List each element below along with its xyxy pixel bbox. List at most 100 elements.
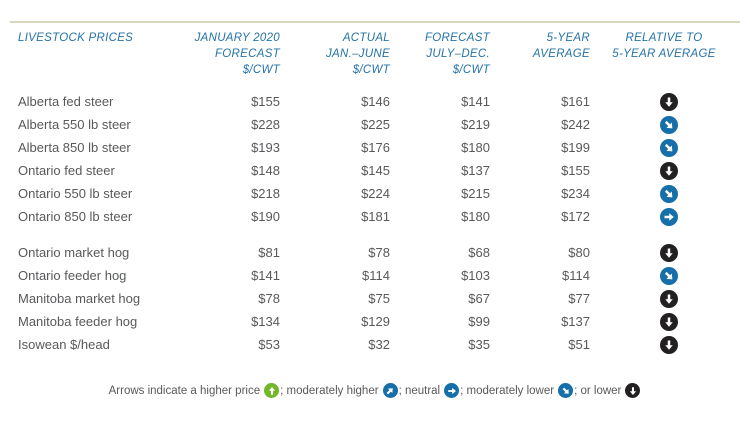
actual-value: $225 [361, 117, 390, 132]
row-label: Manitoba feeder hog [18, 314, 138, 329]
row-label: Isowean $/head [18, 337, 110, 352]
avg-value: $234 [561, 186, 590, 201]
row-label: Alberta 550 lb steer [18, 117, 131, 132]
trend-arrow-icon [660, 243, 678, 262]
header-line: RELATIVE TO [625, 32, 703, 44]
jan-forecast-value: $228 [251, 117, 280, 132]
jan-forecast-value: $81 [258, 245, 280, 260]
header-line: $/CWT [452, 64, 490, 76]
forecast-value: $68 [468, 245, 490, 260]
column-header-forecast-july-dec: FORECAST JULY–DEC. $/CWT [390, 30, 490, 90]
trend-arrow-icon [660, 138, 678, 157]
jan-forecast-value: $190 [251, 209, 280, 224]
avg-value: $80 [568, 245, 590, 260]
forecast-value: $103 [461, 268, 490, 283]
trend-arrow-icon [660, 115, 678, 134]
avg-value: $77 [568, 291, 590, 306]
avg-value: $242 [561, 117, 590, 132]
jan-forecast-value: $134 [251, 314, 280, 329]
row-label: Ontario market hog [18, 245, 130, 260]
header-line: 5-YEAR AVERAGE [612, 48, 716, 60]
legend-text: Arrows indicate a higher price [108, 384, 261, 397]
column-header-livestock-prices: LIVESTOCK PRICES [18, 30, 158, 90]
avg-value: $137 [561, 314, 590, 329]
header-line: LIVESTOCK PRICES [18, 32, 134, 44]
moderately-lower-arrow-icon [558, 383, 574, 398]
header-line: ACTUAL [342, 32, 390, 44]
jan-forecast-value: $155 [251, 94, 280, 109]
header-line: JAN.–JUNE [325, 48, 390, 60]
legend-text: ; neutral [398, 384, 441, 397]
row-label: Ontario fed steer [18, 163, 115, 178]
livestock-prices-table: LIVESTOCK PRICES JANUARY 2020 FORECAST $… [18, 30, 738, 356]
table-row: Ontario fed steer $148 $145 $137 $155 [18, 159, 738, 182]
jan-forecast-value: $78 [258, 291, 280, 306]
actual-value: $129 [361, 314, 390, 329]
actual-value: $32 [368, 337, 390, 352]
forecast-value: $141 [461, 94, 490, 109]
jan-forecast-value: $141 [251, 268, 280, 283]
header-line: AVERAGE [532, 48, 590, 60]
legend-text: ; moderately lower [460, 384, 555, 397]
forecast-value: $215 [461, 186, 490, 201]
neutral-arrow-icon [444, 383, 460, 398]
legend-text: ; moderately higher [280, 384, 379, 397]
legend-text: ; or lower [574, 384, 622, 397]
table-header-row: LIVESTOCK PRICES JANUARY 2020 FORECAST $… [18, 30, 738, 90]
header-line: FORECAST [424, 32, 490, 44]
actual-value: $181 [361, 209, 390, 224]
row-label: Ontario 850 lb steer [18, 209, 133, 224]
forecast-value: $35 [468, 337, 490, 352]
actual-value: $75 [368, 291, 390, 306]
column-header-relative-to-5-year-average: RELATIVE TO 5-YEAR AVERAGE [590, 30, 738, 90]
group-spacer [18, 228, 738, 241]
header-line: $/CWT [242, 64, 280, 76]
forecast-value: $180 [461, 209, 490, 224]
forecast-value: $137 [461, 163, 490, 178]
table-row: Ontario market hog $81 $78 $68 $80 [18, 241, 738, 264]
table-row: Manitoba market hog $78 $75 $67 $77 [18, 287, 738, 310]
trend-arrow-icon [660, 92, 678, 111]
trend-arrow-icon [660, 161, 678, 180]
row-label: Ontario feeder hog [18, 268, 127, 283]
jan-forecast-value: $53 [258, 337, 280, 352]
lower-arrow-icon [625, 383, 641, 398]
header-line: JANUARY 2020 [194, 32, 280, 44]
avg-value: $114 [562, 268, 590, 283]
forecast-value: $219 [461, 117, 490, 132]
row-label: Manitoba market hog [18, 291, 141, 306]
avg-value: $199 [561, 140, 590, 155]
header-line: $/CWT [352, 64, 390, 76]
trend-arrow-icon [660, 266, 678, 285]
actual-value: $78 [368, 245, 390, 260]
arrow-legend: Arrows indicate a higher price ; moderate… [0, 383, 750, 398]
actual-value: $145 [361, 163, 390, 178]
header-line: FORECAST [214, 48, 280, 60]
avg-value: $161 [561, 94, 590, 109]
avg-value: $172 [561, 209, 590, 224]
table-row: Alberta fed steer $155 $146 $141 $161 [18, 90, 738, 113]
actual-value: $146 [361, 94, 390, 109]
trend-arrow-icon [660, 184, 678, 203]
table-row: Ontario 850 lb steer $190 $181 $180 $172 [18, 205, 738, 228]
jan-forecast-value: $218 [251, 186, 280, 201]
column-header-actual-jan-june: ACTUAL JAN.–JUNE $/CWT [280, 30, 390, 90]
forecast-value: $99 [468, 314, 490, 329]
table-row: Alberta 550 lb steer $228 $225 $219 $242 [18, 113, 738, 136]
column-header-5-year-average: 5-YEAR AVERAGE [490, 30, 590, 90]
forecast-value: $180 [461, 140, 490, 155]
jan-forecast-value: $193 [251, 140, 280, 155]
higher-arrow-icon [264, 383, 280, 398]
header-line: JULY–DEC. [426, 48, 490, 60]
column-header-january-2020-forecast: JANUARY 2020 FORECAST $/CWT [158, 30, 280, 90]
top-divider-rule [10, 21, 740, 23]
forecast-value: $67 [468, 291, 490, 306]
table-row: Alberta 850 lb steer $193 $176 $180 $199 [18, 136, 738, 159]
jan-forecast-value: $148 [251, 163, 280, 178]
avg-value: $155 [561, 163, 590, 178]
trend-arrow-icon [660, 207, 678, 226]
table-row: Isowean $/head $53 $32 $35 $51 [18, 333, 738, 356]
actual-value: $114 [362, 268, 390, 283]
avg-value: $51 [568, 337, 590, 352]
